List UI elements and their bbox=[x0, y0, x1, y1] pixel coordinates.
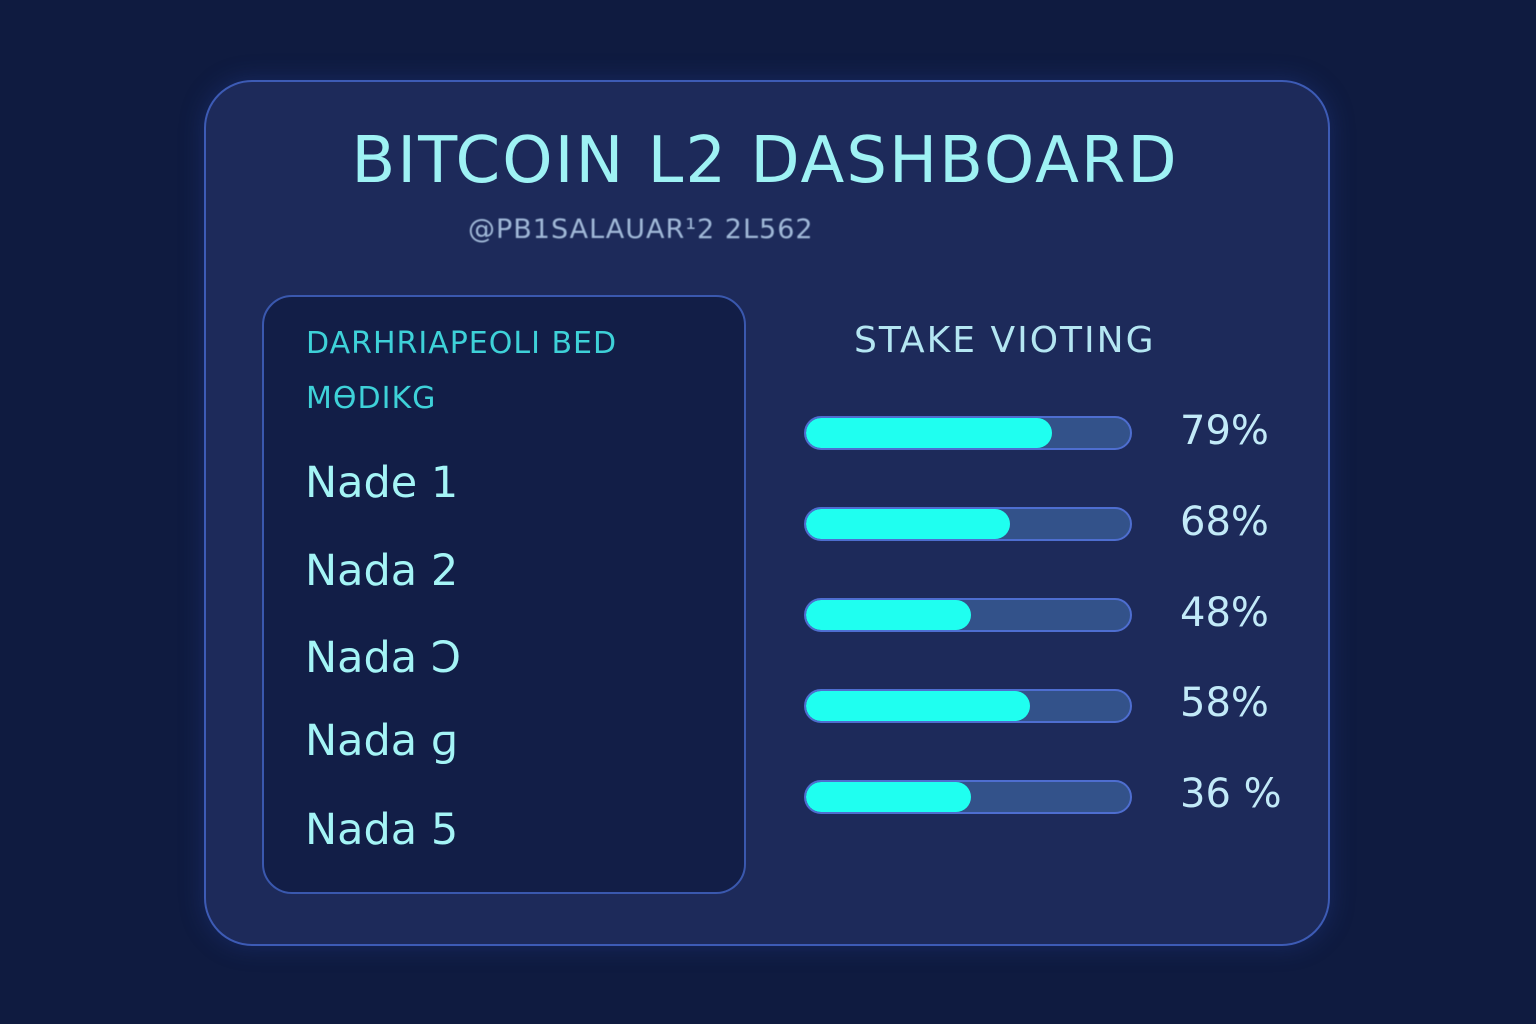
stake-bar-5 bbox=[804, 780, 1132, 814]
stake-bar-fill bbox=[806, 418, 1053, 448]
stake-bar-4 bbox=[804, 689, 1132, 723]
node-list-item-4[interactable]: Nada ɡ bbox=[305, 716, 459, 766]
stake-bar-fill bbox=[806, 691, 1030, 721]
node-panel-heading: DARHRIAPEOLI BED bbox=[306, 326, 618, 361]
node-list-item-2[interactable]: Nada 2 bbox=[305, 546, 459, 596]
stake-bar-2 bbox=[804, 507, 1132, 541]
node-list-item-1[interactable]: Nade 1 bbox=[305, 458, 459, 508]
node-list-item-5[interactable]: Nada 5 bbox=[305, 805, 459, 855]
stake-percent-3: 48% bbox=[1180, 590, 1269, 636]
stake-bar-fill bbox=[806, 782, 972, 812]
stake-bar-3 bbox=[804, 598, 1132, 632]
stake-percent-1: 79% bbox=[1180, 408, 1269, 454]
stake-voting-title: STAKE VIOTING bbox=[854, 320, 1156, 361]
node-panel-subheading: MӨDIKG bbox=[306, 381, 437, 416]
stake-percent-5: 36 % bbox=[1180, 771, 1282, 817]
node-list-panel bbox=[262, 295, 746, 894]
stake-bar-1 bbox=[804, 416, 1132, 450]
page-subtitle: @PB1SALAUAR¹2 2L562 bbox=[468, 214, 814, 245]
stake-bar-fill bbox=[806, 509, 1011, 539]
stake-percent-4: 58% bbox=[1180, 680, 1269, 726]
stake-percent-2: 68% bbox=[1180, 499, 1269, 545]
stake-bar-fill bbox=[806, 600, 972, 630]
page-title: BITCOIN L2 DASHBOARD bbox=[351, 124, 1179, 198]
node-list-item-3[interactable]: Nada Ɔ bbox=[305, 633, 462, 683]
